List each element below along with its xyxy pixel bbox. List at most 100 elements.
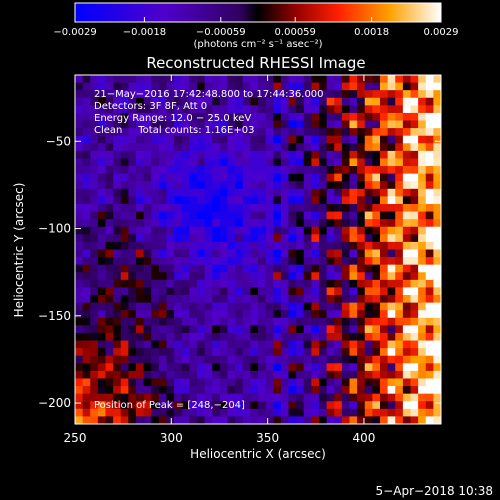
heatmap-cell <box>425 135 434 144</box>
heatmap-cell <box>181 287 190 296</box>
heatmap-cell <box>90 416 99 425</box>
heatmap-cell <box>105 128 114 137</box>
heatmap-cell <box>402 75 411 83</box>
heatmap-cell <box>120 393 129 402</box>
heatmap-cell <box>273 401 282 410</box>
heatmap-cell <box>204 325 213 334</box>
heatmap-cell <box>82 90 91 99</box>
heatmap-cell <box>235 302 244 311</box>
heatmap-cell <box>97 279 106 288</box>
heatmap-cell <box>288 302 297 311</box>
heatmap-cell <box>372 82 381 91</box>
heatmap-cell <box>387 90 396 99</box>
heatmap-cell <box>380 120 389 129</box>
heatmap-cell <box>136 196 145 205</box>
heatmap-cell <box>334 332 343 341</box>
heatmap-cell <box>357 90 366 99</box>
heatmap-cell <box>418 340 427 349</box>
heatmap-cell <box>113 143 122 152</box>
heatmap-cell <box>425 150 434 159</box>
heatmap-cell <box>418 219 427 228</box>
heatmap-cell <box>212 173 221 182</box>
heatmap-cell <box>410 257 419 266</box>
heatmap-cell <box>128 181 137 190</box>
heatmap-cell <box>319 378 328 387</box>
heatmap-cell <box>75 82 84 91</box>
heatmap-cell <box>395 241 404 250</box>
heatmap-cell <box>143 386 152 395</box>
heatmap-cell <box>433 355 442 364</box>
heatmap-cell <box>82 332 91 341</box>
heatmap-cell <box>418 196 427 205</box>
heatmap-cell <box>296 249 305 258</box>
heatmap-cell <box>105 181 114 190</box>
heatmap-cell <box>235 143 244 152</box>
heatmap-cell <box>380 90 389 99</box>
heatmap-cell <box>402 302 411 311</box>
heatmap-cell <box>97 90 106 99</box>
heatmap-cell <box>197 226 206 235</box>
heatmap-cell <box>189 105 198 114</box>
heatmap-cell <box>288 363 297 372</box>
heatmap-cell <box>410 370 419 379</box>
heatmap-cell <box>189 82 198 91</box>
heatmap-cell <box>433 241 442 250</box>
heatmap-cell <box>242 378 251 387</box>
heatmap-cell <box>258 82 267 91</box>
heatmap-cell <box>128 90 137 99</box>
heatmap-cell <box>105 317 114 326</box>
heatmap-cell <box>402 325 411 334</box>
heatmap-cell <box>136 386 145 395</box>
heatmap-cell <box>303 135 312 144</box>
heatmap-cell <box>197 287 206 296</box>
heatmap-cell <box>311 105 320 114</box>
heatmap-cell <box>82 120 91 129</box>
heatmap-cell <box>250 105 259 114</box>
heatmap-cell <box>75 257 84 266</box>
heatmap-cell <box>265 241 274 250</box>
heatmap-cell <box>158 332 167 341</box>
heatmap-cell <box>402 166 411 175</box>
heatmap-cell <box>334 112 343 121</box>
heatmap-cell <box>174 241 183 250</box>
heatmap-cell <box>349 348 358 357</box>
heatmap-cell <box>433 105 442 114</box>
heatmap-cell <box>250 302 259 311</box>
heatmap-cell <box>250 249 259 258</box>
heatmap-cell <box>235 257 244 266</box>
heatmap-cell <box>357 219 366 228</box>
heatmap-cell <box>242 196 251 205</box>
heatmap-cell <box>311 203 320 212</box>
heatmap-cell <box>250 226 259 235</box>
heatmap-cell <box>189 188 198 197</box>
heatmap-cell <box>395 340 404 349</box>
heatmap-cell <box>364 287 373 296</box>
heatmap-cell <box>105 325 114 334</box>
heatmap-cell <box>189 90 198 99</box>
heatmap-cell <box>326 105 335 114</box>
heatmap-cell <box>174 150 183 159</box>
heatmap-cell <box>136 393 145 402</box>
heatmap-cell <box>197 90 206 99</box>
heatmap-cell <box>280 120 289 129</box>
heatmap-cell <box>410 173 419 182</box>
heatmap-cell <box>258 279 267 288</box>
heatmap-cell <box>158 112 167 121</box>
heatmap-cell <box>204 386 213 395</box>
heatmap-cell <box>288 325 297 334</box>
heatmap-cell <box>105 173 114 182</box>
heatmap-cell <box>219 416 228 425</box>
heatmap-cell <box>158 401 167 410</box>
chart-title: Reconstructed RHESSI Image <box>146 54 365 72</box>
heatmap-cell <box>250 257 259 266</box>
heatmap-cell <box>204 90 213 99</box>
heatmap-cell <box>410 166 419 175</box>
heatmap-cell <box>90 181 99 190</box>
heatmap-cell <box>296 317 305 326</box>
heatmap-cell <box>97 158 106 167</box>
heatmap-cell <box>204 332 213 341</box>
heatmap-cell <box>296 219 305 228</box>
heatmap-cell <box>425 112 434 121</box>
heatmap-cell <box>143 317 152 326</box>
heatmap-cell <box>319 97 328 106</box>
